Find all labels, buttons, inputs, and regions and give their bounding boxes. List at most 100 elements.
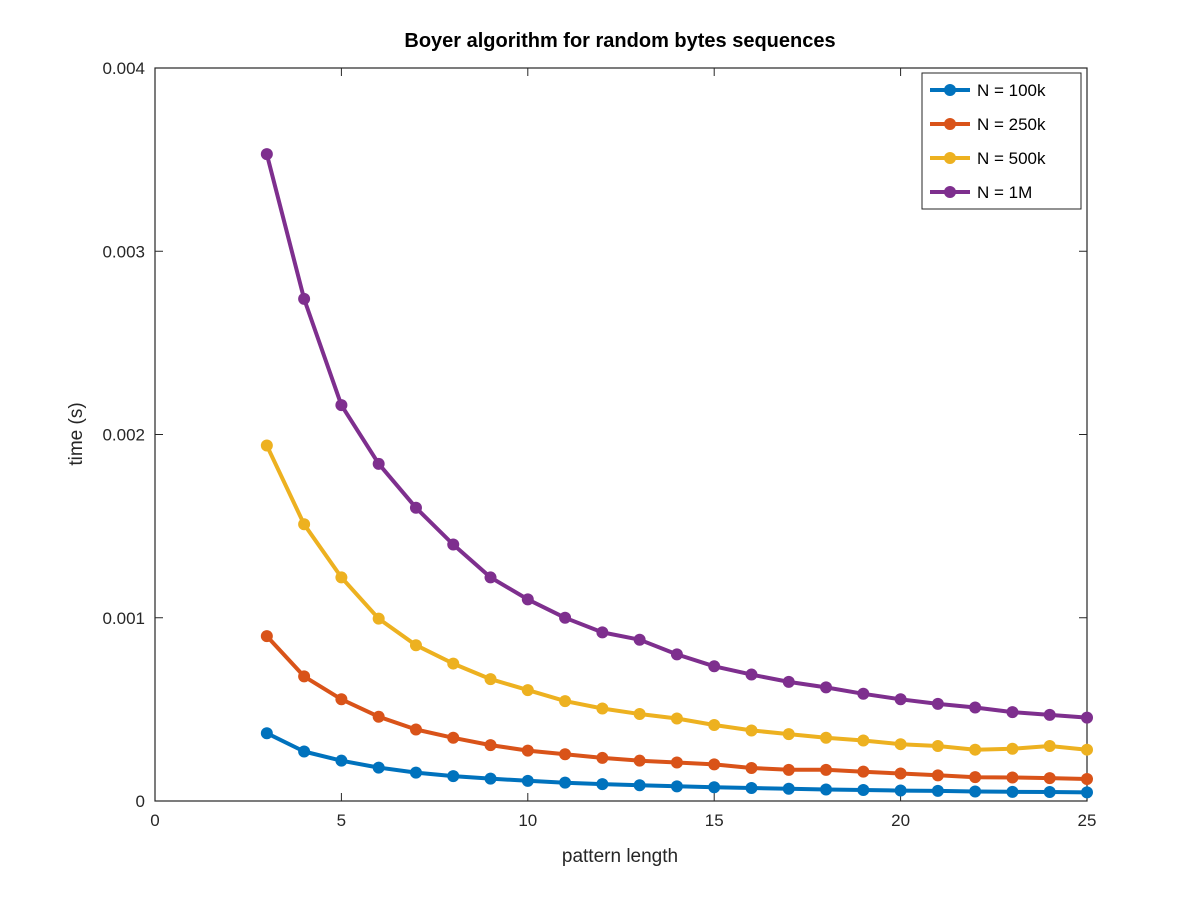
data-point xyxy=(857,734,870,747)
data-point xyxy=(1081,773,1093,786)
data-point xyxy=(969,701,982,714)
data-point xyxy=(559,695,572,708)
data-point xyxy=(969,743,982,756)
data-point xyxy=(1081,743,1093,756)
data-point xyxy=(521,684,534,697)
data-point xyxy=(820,731,833,744)
data-point xyxy=(260,630,273,643)
legend-item: N = 250k xyxy=(930,115,1046,134)
data-point xyxy=(596,751,609,764)
data-point xyxy=(857,687,870,700)
legend-label: N = 1M xyxy=(977,183,1032,202)
data-point xyxy=(335,399,348,412)
data-point xyxy=(1043,740,1056,753)
data-point xyxy=(409,501,422,514)
data-point xyxy=(1043,772,1056,785)
legend-marker xyxy=(944,186,956,198)
data-point xyxy=(596,778,609,791)
data-point xyxy=(559,776,572,789)
legend-item: N = 100k xyxy=(930,81,1046,100)
legend-marker xyxy=(944,84,956,96)
legend-marker xyxy=(944,118,956,130)
data-point xyxy=(820,783,833,796)
data-point xyxy=(745,668,758,681)
data-point xyxy=(596,626,609,639)
axis-ticks: 0 5 10 15 20 25 0 0.001 0.002 0.003 0.004 xyxy=(102,59,1096,830)
data-point xyxy=(894,784,907,797)
data-point xyxy=(894,738,907,751)
data-point xyxy=(447,770,460,783)
data-point xyxy=(372,612,385,625)
data-point xyxy=(1043,708,1056,721)
chart-title: Boyer algorithm for random bytes sequenc… xyxy=(404,30,835,52)
x-tick-label: 25 xyxy=(1078,811,1097,830)
data-point xyxy=(372,457,385,470)
legend: N = 100k N = 250k N = 500k N = 1M xyxy=(921,72,1082,210)
data-point xyxy=(745,724,758,737)
y-tick-label: 0.003 xyxy=(102,242,145,261)
data-point xyxy=(298,518,311,531)
data-point xyxy=(1006,771,1019,784)
data-point xyxy=(372,761,385,774)
data-point xyxy=(521,774,534,787)
data-point xyxy=(633,633,646,646)
data-point xyxy=(708,781,721,794)
data-point xyxy=(931,740,944,753)
data-point xyxy=(782,728,795,741)
y-axis-label: time (s) xyxy=(66,402,87,465)
data-point xyxy=(298,292,311,305)
legend-label: N = 250k xyxy=(977,115,1046,134)
series-n-100k xyxy=(260,727,1093,799)
data-point xyxy=(782,675,795,688)
data-point xyxy=(335,571,348,584)
data-point xyxy=(931,697,944,710)
data-point xyxy=(969,771,982,784)
data-point xyxy=(484,571,497,584)
data-point xyxy=(670,712,683,725)
data-point xyxy=(409,723,422,736)
data-point xyxy=(260,148,273,161)
data-point xyxy=(670,756,683,769)
data-point xyxy=(260,439,273,452)
data-point xyxy=(708,718,721,731)
data-point xyxy=(484,673,497,686)
legend-label: N = 100k xyxy=(977,81,1046,100)
data-point xyxy=(633,754,646,767)
series-n-250k xyxy=(260,630,1093,786)
legend-item: N = 1M xyxy=(930,183,1032,202)
series-n-1m xyxy=(260,148,1093,724)
data-point xyxy=(298,670,311,683)
data-point xyxy=(521,593,534,606)
data-point xyxy=(484,739,497,752)
data-point xyxy=(670,780,683,793)
data-point xyxy=(559,611,572,624)
data-point xyxy=(969,785,982,798)
data-point xyxy=(298,745,311,758)
data-point xyxy=(782,763,795,776)
data-point xyxy=(1006,742,1019,755)
data-point xyxy=(894,693,907,706)
data-point xyxy=(521,744,534,757)
data-point xyxy=(409,766,422,779)
data-point xyxy=(931,784,944,797)
data-point xyxy=(820,681,833,694)
data-point xyxy=(633,779,646,792)
data-point xyxy=(1006,785,1019,798)
data-point xyxy=(484,772,497,785)
x-tick-label: 5 xyxy=(337,811,346,830)
data-point xyxy=(633,707,646,720)
data-point xyxy=(372,710,385,723)
data-point xyxy=(857,765,870,778)
series-layer xyxy=(260,148,1093,799)
series-n-500k xyxy=(260,439,1093,756)
y-tick-label: 0.004 xyxy=(102,59,145,78)
data-point xyxy=(782,782,795,795)
data-point xyxy=(596,702,609,715)
data-point xyxy=(1081,711,1093,724)
y-tick-label: 0.001 xyxy=(102,609,145,628)
legend-label: N = 500k xyxy=(977,149,1046,168)
data-point xyxy=(857,784,870,797)
x-tick-label: 10 xyxy=(518,811,537,830)
data-point xyxy=(335,693,348,706)
